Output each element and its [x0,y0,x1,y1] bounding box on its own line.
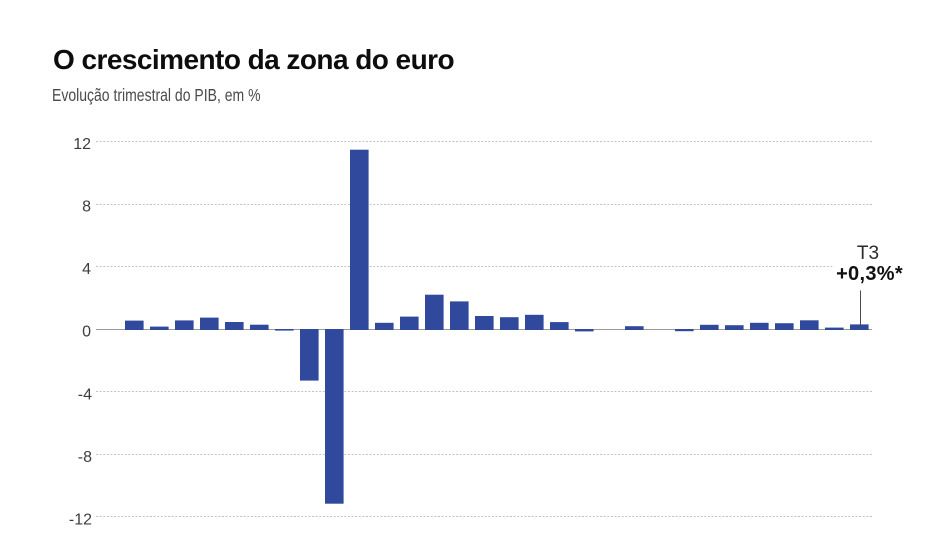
svg-text:-8: -8 [78,449,92,466]
svg-text:8: 8 [82,199,91,216]
svg-text:-12: -12 [69,512,92,529]
svg-text:0: 0 [82,324,91,341]
svg-text:12: 12 [73,136,91,153]
svg-text:4: 4 [82,261,91,278]
svg-text:-4: -4 [78,386,92,403]
